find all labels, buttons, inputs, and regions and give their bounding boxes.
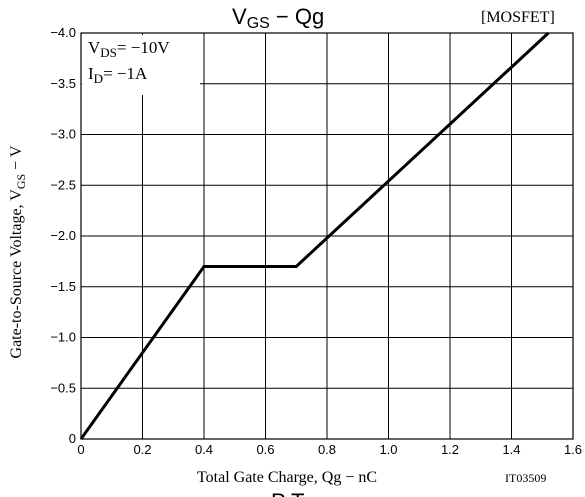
series-group (79, 31, 550, 440)
plot-frame (80, 32, 574, 440)
x-axis-ticks: 0 0.2 0.4 0.6 0.8 1.0 1.2 1.4 1.6 (77, 442, 582, 457)
x-tick-label: 0.2 (133, 442, 151, 457)
y-tick-label: −2.5 (50, 177, 76, 192)
grid (81, 33, 573, 439)
x-tick-label: 1.4 (502, 442, 520, 457)
x-tick-label: 0 (77, 442, 84, 457)
x-axis-label: Total Gate Charge, Qg − nC (197, 469, 377, 486)
annotation-id: ID= −1A (88, 64, 148, 86)
x-tick-label: 0.6 (256, 442, 274, 457)
y-axis-label: Gate-to-Source Voltage, VGS − V (8, 145, 28, 358)
figure-code: IT03509 (505, 471, 546, 485)
x-tick-label: 0.4 (195, 442, 213, 457)
y-tick-label: −3.0 (50, 127, 76, 142)
x-tick-label: 1.6 (564, 442, 582, 457)
y-tick-label: −2.0 (50, 228, 76, 243)
y-tick-label: −1.0 (50, 330, 76, 345)
y-tick-label: −4.0 (50, 25, 76, 40)
x-tick-label: 1.0 (379, 442, 397, 457)
chart-tag: [MOSFET] (481, 9, 555, 26)
y-tick-label: −0.5 (50, 380, 76, 395)
x-tick-label: 1.2 (441, 442, 459, 457)
series-line (79, 31, 550, 440)
annotation-box (82, 35, 200, 95)
annotation-vds: VDS= −10V (88, 38, 170, 60)
y-tick-label: 0 (69, 431, 76, 446)
y-tick-label: −1.5 (50, 279, 76, 294)
y-axis-ticks: 0 −0.5 −1.0 −1.5 −2.0 −2.5 −3.0 −3.5 −4.0 (50, 25, 76, 446)
x-tick-label: 0.8 (318, 442, 336, 457)
chart-title: VGS − Qg (232, 4, 324, 32)
y-tick-label: −3.5 (50, 76, 76, 91)
bottom-cutoff-text: P T (271, 489, 304, 497)
